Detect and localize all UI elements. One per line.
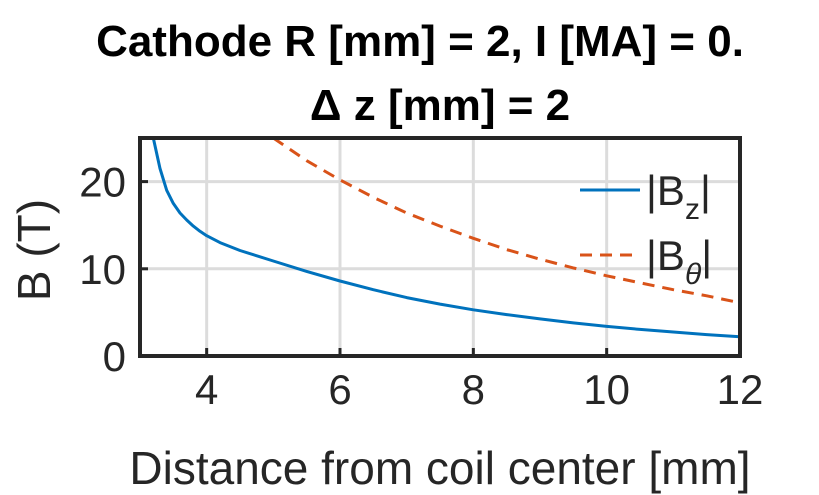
y-tick-label: 20: [79, 159, 126, 206]
legend-label-subscript: z: [685, 193, 700, 226]
y-tick-label: 0: [103, 333, 126, 380]
legend-label-end: |: [700, 167, 711, 214]
x-tick-label: 10: [583, 366, 630, 413]
legend-label-end: |: [701, 232, 712, 279]
legend-label-2: |Bθ|: [646, 232, 712, 291]
y-tick-label: 10: [79, 246, 126, 293]
x-tick-label: 6: [328, 366, 351, 413]
legend-label-main: |B: [646, 167, 685, 214]
x-tick-label: 8: [462, 366, 485, 413]
legend-label-subscript: θ: [685, 258, 702, 291]
legend-label-main: |B: [646, 232, 685, 279]
series-layer: [151, 136, 741, 339]
x-tick-label: 12: [717, 366, 764, 413]
chart-title-line-1: Cathode R [mm] = 2, I [MA] = 0.: [96, 17, 744, 66]
tick-labels: 4 6 8 10 12 0 10 20: [79, 159, 763, 413]
series-line-2: [272, 136, 741, 305]
axes-frame: [138, 136, 742, 358]
y-axis-label: B (T): [8, 199, 60, 301]
series-line-1: [151, 137, 741, 339]
x-axis-label: Distance from coil center [mm]: [129, 442, 750, 494]
chart-title-line-2: Δ z [mm] = 2: [310, 81, 570, 130]
x-tick-label: 4: [195, 366, 218, 413]
legend-label-1: |Bz|: [646, 167, 711, 226]
legend: |Bz||Bθ|: [580, 167, 712, 291]
